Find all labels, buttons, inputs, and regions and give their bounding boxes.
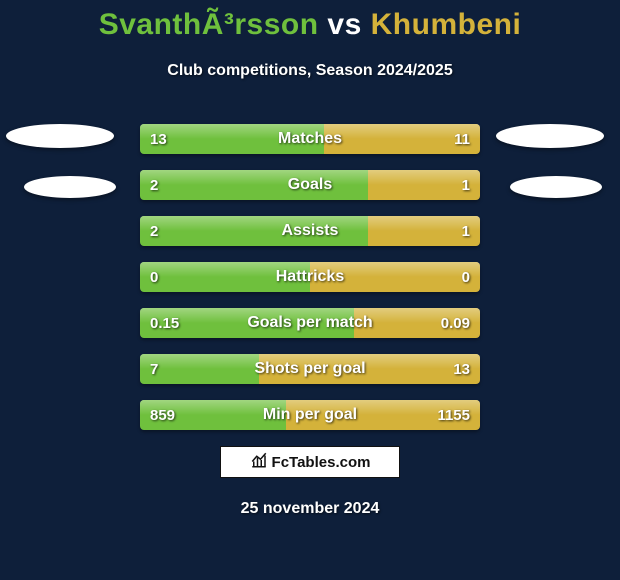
stat-row: Assists21 — [140, 216, 480, 246]
stat-row: Min per goal8591155 — [140, 400, 480, 430]
stat-fill-right — [368, 170, 480, 200]
stat-fill-left — [140, 308, 354, 338]
stat-fill-right — [259, 354, 480, 384]
stat-fill-left — [140, 354, 259, 384]
stat-row: Goals21 — [140, 170, 480, 200]
stat-fill-right — [324, 124, 480, 154]
date: 25 november 2024 — [0, 500, 620, 518]
stat-row: Matches1311 — [140, 124, 480, 154]
subtitle: Club competitions, Season 2024/2025 — [0, 62, 620, 80]
decorative-oval — [510, 176, 602, 198]
stat-fill-right — [354, 308, 480, 338]
stat-bars: Matches1311 Goals21 Assists21 Hattricks00 Go… — [140, 124, 480, 430]
chart-icon — [250, 451, 268, 473]
stat-fill-left — [140, 216, 368, 246]
stat-fill-right — [368, 216, 480, 246]
decorative-oval — [24, 176, 116, 198]
stat-fill-right — [286, 400, 480, 430]
brand-badge: FcTables.com — [220, 446, 400, 478]
player2-name: Khumbeni — [371, 8, 522, 41]
stat-row: Goals per match0.150.09 — [140, 308, 480, 338]
stat-row: Hattricks00 — [140, 262, 480, 292]
stat-fill-left — [140, 400, 286, 430]
comparison-infographic: SvanthÃ³rsson vs Khumbeni Club competiti… — [0, 0, 620, 580]
stat-fill-right — [310, 262, 480, 292]
stat-fill-left — [140, 262, 310, 292]
title: SvanthÃ³rsson vs Khumbeni — [0, 8, 620, 42]
stat-row: Shots per goal713 — [140, 354, 480, 384]
vs-text: vs — [327, 8, 361, 41]
player1-name: SvanthÃ³rsson — [99, 8, 319, 41]
decorative-oval — [496, 124, 604, 148]
decorative-oval — [6, 124, 114, 148]
stat-fill-left — [140, 124, 324, 154]
brand-text: FcTables.com — [272, 454, 371, 471]
stat-fill-left — [140, 170, 368, 200]
